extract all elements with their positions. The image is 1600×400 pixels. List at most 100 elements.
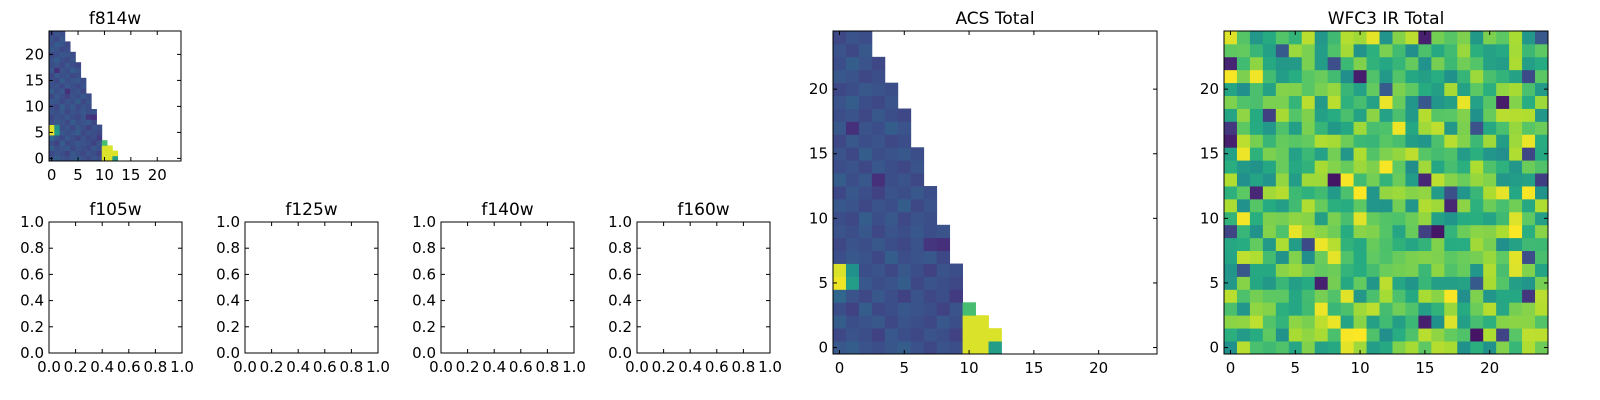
heatmap-cell — [1483, 211, 1497, 226]
heatmap-cell — [1379, 108, 1393, 122]
heatmap-cell — [1418, 250, 1432, 264]
heatmap-cell — [1444, 43, 1458, 58]
y-tick-label: 15 — [809, 145, 828, 163]
y-tick-label: 0.4 — [20, 292, 44, 310]
heatmap-cell — [1327, 186, 1342, 200]
y-tick-label: 0.2 — [216, 318, 240, 336]
heatmap-cell — [845, 82, 860, 96]
heatmap-cell — [833, 43, 847, 58]
heatmap-cell — [1275, 211, 1290, 226]
heatmap-cell — [1418, 134, 1432, 148]
heatmap-cell — [54, 124, 60, 131]
heatmap-cell — [54, 72, 60, 79]
heatmap-cell — [85, 140, 92, 146]
heatmap-cell — [59, 51, 66, 58]
heatmap-cell — [1224, 211, 1238, 226]
heatmap-cell — [1483, 341, 1497, 355]
heatmap-cell — [1509, 198, 1523, 213]
heatmap-cell — [64, 83, 71, 89]
heatmap-cell — [1509, 82, 1523, 96]
heatmap-cell — [1392, 147, 1406, 161]
heatmap-cell — [1314, 108, 1329, 122]
heatmap-cell — [1224, 82, 1238, 96]
heatmap-cell — [1301, 276, 1316, 290]
heatmap-cell — [833, 276, 847, 290]
heatmap-cell — [1249, 108, 1264, 122]
heatmap-cell — [1444, 289, 1458, 303]
heatmap-cell — [1353, 237, 1367, 252]
heatmap-cell — [1522, 186, 1536, 200]
heatmap-cell — [845, 198, 860, 213]
heatmap-cell — [85, 135, 92, 141]
heatmap-cell — [1379, 82, 1393, 96]
heatmap-cell — [1262, 186, 1277, 200]
heatmap-cell — [1496, 198, 1510, 213]
heatmap-cell — [1288, 69, 1303, 84]
heatmap-cell — [1262, 250, 1277, 264]
heatmap-cell — [1249, 31, 1264, 45]
y-tick-label: 0.6 — [412, 265, 436, 283]
heatmap-cell — [80, 124, 87, 131]
heatmap-cell — [1301, 173, 1316, 187]
heatmap-cell — [1444, 211, 1458, 226]
panel-title: WFC3 IR Total — [1328, 9, 1445, 29]
heatmap-cell — [70, 155, 76, 162]
heatmap-cell — [871, 108, 886, 122]
heatmap-cell — [1301, 341, 1316, 355]
heatmap-cell — [1275, 224, 1290, 239]
heatmap-cell — [1249, 160, 1264, 174]
heatmap-cell — [1353, 186, 1367, 200]
heatmap-cell — [884, 134, 899, 148]
heatmap-cell — [1327, 69, 1342, 84]
heatmap-cell — [59, 67, 66, 73]
heatmap-cell — [54, 31, 60, 37]
heatmap-cell — [1535, 302, 1549, 316]
heatmap-cell — [1275, 328, 1290, 342]
heatmap-cell — [80, 155, 87, 162]
heatmap-cell — [75, 67, 82, 73]
heatmap-cell — [1431, 121, 1445, 135]
heatmap-cell — [1444, 302, 1458, 316]
heatmap-cell — [1522, 276, 1536, 290]
heatmap-cell — [833, 56, 847, 71]
heatmap-cell — [64, 72, 71, 79]
heatmap-cell — [897, 198, 912, 213]
heatmap-cell — [1392, 224, 1406, 239]
heatmap-cell — [1353, 69, 1367, 84]
heatmap-cell — [1249, 315, 1264, 329]
heatmap-cell — [1224, 108, 1238, 122]
x-tick-label: 5 — [900, 359, 910, 377]
heatmap-cell — [75, 129, 82, 136]
heatmap-cell — [1522, 341, 1536, 355]
y-tick-label: 0.8 — [412, 239, 436, 257]
heatmap-cell — [988, 341, 1002, 355]
heatmap-cell — [1224, 43, 1238, 58]
heatmap-cell — [1314, 224, 1329, 239]
heatmap-cell — [1522, 95, 1536, 109]
heatmap-cell — [54, 83, 60, 89]
heatmap-cell — [884, 82, 899, 96]
heatmap-cell — [923, 263, 938, 277]
heatmap-cell — [70, 77, 76, 84]
heatmap-cell — [1457, 69, 1471, 84]
heatmap-cell — [1509, 108, 1523, 122]
heatmap-cell — [1379, 315, 1393, 329]
heatmap-cell — [1457, 43, 1471, 58]
heatmap-cell — [871, 315, 886, 329]
heatmap-cell — [1496, 224, 1510, 239]
heatmap-cell — [1535, 328, 1549, 342]
heatmap-cell — [1262, 173, 1277, 187]
axes-frame — [244, 221, 379, 354]
heatmap-cell — [1353, 289, 1367, 303]
heatmap-cell — [1288, 302, 1303, 316]
heatmap-cell — [75, 98, 82, 105]
y-tick-label: 0.8 — [216, 239, 240, 257]
heatmap-cell — [70, 140, 76, 146]
heatmap-cell — [1405, 315, 1419, 329]
heatmap-cell — [1431, 56, 1445, 71]
heatmap-cell — [1496, 250, 1510, 264]
heatmap-cell — [85, 114, 92, 120]
x-tick-label: 10 — [1351, 359, 1370, 377]
heatmap-cell — [1301, 211, 1316, 226]
axes-frame — [1223, 30, 1549, 355]
